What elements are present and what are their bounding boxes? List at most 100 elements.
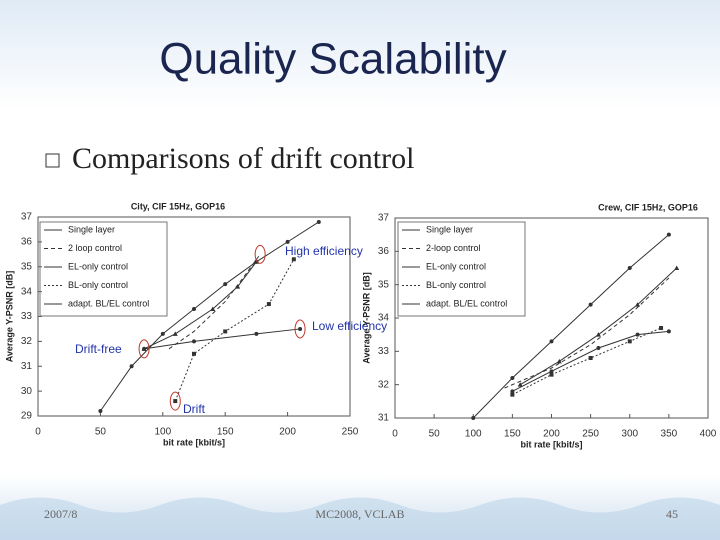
footer-date: 2007/8 (44, 507, 77, 521)
legend-label: 2-loop control (426, 243, 481, 253)
annotation-ring (138, 339, 150, 359)
series-line (512, 327, 662, 396)
x-axis-label: bit rate [kbit/s] (163, 437, 225, 447)
x-tick-label: 350 (661, 429, 678, 440)
x-tick-label: 0 (392, 429, 398, 440)
y-tick-label: 32 (21, 336, 33, 347)
point (674, 265, 680, 270)
point (627, 266, 632, 270)
point (659, 326, 664, 330)
y-tick-label: 37 (21, 212, 33, 223)
point (291, 257, 296, 262)
x-tick-label: 200 (543, 429, 560, 440)
legend-label: Single layer (68, 224, 115, 234)
series-line (99, 221, 320, 412)
point (223, 282, 228, 287)
annotation-ring (294, 319, 306, 339)
chart-title: City, CIF 15Hz, GOP16 (131, 201, 225, 211)
bullet-text: Comparisons of drift control (72, 142, 414, 175)
series-line (168, 254, 261, 350)
annotation: Drift-free (75, 342, 122, 356)
point (510, 389, 515, 394)
chart-title: Crew, CIF 15Hz, GOP16 (598, 202, 698, 212)
point (635, 332, 640, 337)
legend-label: 2 loop control (68, 243, 122, 253)
annotation-ring (169, 391, 181, 411)
legend-label: BL-only control (68, 280, 128, 290)
point (266, 302, 271, 307)
point (510, 376, 515, 380)
footer-center: MC2008, VCLAB (315, 507, 404, 521)
x-tick-label: 400 (700, 429, 717, 440)
y-tick-label: 34 (21, 286, 33, 297)
point (316, 219, 321, 224)
y-tick-label: 29 (21, 411, 33, 422)
point (666, 329, 671, 334)
y-tick-label: 35 (378, 279, 390, 290)
point (556, 358, 562, 364)
point (549, 369, 554, 374)
point (98, 409, 103, 414)
point (510, 392, 515, 397)
y-axis-label: Average Y-PSNR [dB] (361, 272, 371, 364)
page-number: 45 (666, 507, 678, 521)
legend-label: BL-only control (426, 280, 486, 290)
y-tick-label: 31 (378, 413, 390, 424)
point (471, 416, 476, 420)
point (635, 302, 641, 307)
point (173, 399, 178, 404)
legend-label: adapt. BL/EL control (68, 298, 149, 308)
point (285, 239, 290, 244)
point (129, 364, 134, 369)
point (549, 372, 554, 377)
y-tick-label: 36 (21, 237, 33, 248)
point (254, 331, 259, 336)
slide-title: Quality Scalability (159, 35, 506, 84)
point (596, 346, 601, 350)
x-tick-label: 200 (279, 427, 296, 438)
y-tick-label: 37 (378, 213, 390, 224)
point (210, 306, 216, 312)
annotation: High efficiency (285, 244, 363, 258)
x-tick-label: 250 (582, 429, 599, 440)
point (517, 382, 523, 387)
x-tick-label: 150 (217, 427, 234, 438)
series-line (472, 234, 670, 419)
y-axis-label: Average Y-PSNR [dB] (4, 271, 14, 363)
annotation: Drift (183, 402, 206, 416)
point (192, 339, 196, 344)
point (549, 339, 554, 344)
point (627, 339, 632, 344)
figure-area (3, 200, 718, 452)
point (595, 332, 601, 337)
point (172, 331, 178, 336)
x-tick-label: 150 (504, 429, 521, 440)
point (160, 331, 165, 336)
legend-label: EL-only control (68, 261, 128, 271)
legend-label: adapt. BL/EL control (426, 298, 507, 308)
wave-decoration (0, 497, 720, 540)
point (142, 346, 147, 351)
point (223, 329, 228, 334)
legend-label: Single layer (426, 224, 473, 234)
annotation: Low efficiency (312, 319, 387, 333)
legend-box (39, 221, 168, 317)
x-tick-label: 100 (465, 429, 482, 440)
point (588, 356, 593, 360)
series-line (144, 328, 301, 350)
legend-label: EL-only control (426, 261, 486, 271)
x-tick-label: 50 (95, 427, 107, 438)
y-tick-label: 31 (21, 361, 33, 372)
y-tick-label: 35 (21, 261, 33, 272)
x-tick-label: 250 (342, 427, 359, 438)
y-tick-label: 36 (378, 246, 390, 257)
y-tick-label: 34 (378, 313, 390, 324)
legend-box (397, 221, 526, 317)
annotation-ring (254, 244, 266, 264)
y-tick-label: 30 (21, 386, 33, 397)
point (192, 351, 196, 356)
point (298, 326, 303, 331)
y-tick-label: 32 (378, 379, 390, 390)
series-line (504, 277, 670, 389)
